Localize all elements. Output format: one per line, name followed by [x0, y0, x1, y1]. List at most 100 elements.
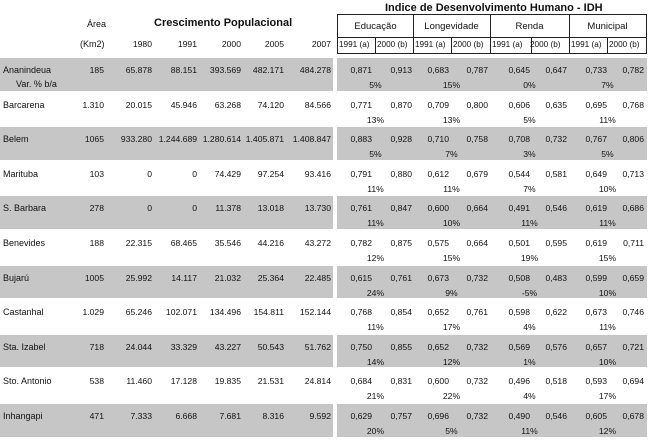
idh-variation: 15%	[598, 253, 617, 263]
idh-value: 0,645	[508, 65, 530, 75]
idh-value: 0,732	[466, 376, 488, 387]
sub-header-2000: 2000 (b)	[609, 40, 640, 49]
idh-value: 0,757	[390, 411, 412, 421]
idh-value: 0,695	[585, 99, 607, 110]
idh-value: 0,787	[466, 65, 488, 75]
population-value: 24.044	[125, 341, 152, 352]
idh-value: 0,490	[508, 411, 530, 421]
population-value: 7.333	[130, 411, 152, 421]
population-value: 1.405.871	[245, 134, 284, 145]
idh-value: 0,649	[585, 168, 607, 179]
idh-value: 0,870	[390, 99, 412, 110]
idh-top-rule	[337, 14, 646, 15]
idh-variation: 11%	[367, 183, 384, 194]
sub-header-2000: 2000 (b)	[530, 40, 561, 49]
area-value: 103	[89, 168, 104, 179]
idh-group-divider	[569, 14, 570, 54]
idh-value: 0,767	[585, 134, 607, 145]
idh-value: 0,483	[545, 272, 567, 283]
population-value: 484.278	[299, 65, 331, 75]
sub-header-2000: 2000 (b)	[453, 40, 484, 49]
idh-group-divider	[646, 14, 647, 54]
area-value: 471	[89, 411, 104, 421]
idh-variation: 11%	[599, 218, 616, 229]
row-band	[337, 404, 647, 437]
municipality-name: Barcarena	[3, 99, 45, 110]
idh-value: 0,771	[350, 99, 372, 110]
variation-label: Var. % b/a	[16, 79, 57, 89]
population-value: 68.465	[170, 238, 197, 248]
idh-value: 0,847	[390, 203, 412, 214]
population-value: 0	[192, 203, 197, 214]
idh-variation: 11%	[443, 183, 460, 194]
population-value: 134.496	[209, 307, 241, 318]
population-value: 45.946	[170, 99, 197, 110]
idh-value: 0,593	[585, 376, 607, 387]
municipality-name: Sto. Antonio	[3, 376, 52, 387]
idh-variation: 15%	[442, 253, 461, 263]
idh-variation: 7%	[445, 149, 458, 160]
idh-value: 0,750	[350, 341, 372, 352]
idh-variation: 0%	[523, 80, 536, 90]
idh-value: 0,595	[545, 238, 567, 248]
idh-variation: -5%	[521, 287, 538, 298]
population-value: 22.485	[304, 272, 331, 283]
idh-value: 0,615	[350, 272, 372, 283]
idh-variation: 19%	[520, 253, 539, 263]
idh-variation: 4%	[523, 391, 536, 402]
population-value: 19.835	[214, 376, 241, 387]
idh-value: 0,683	[427, 65, 449, 75]
idh-group-header: Renda	[515, 21, 544, 32]
idh-value: 0,732	[545, 134, 567, 145]
year-header: 1991	[177, 39, 197, 49]
area-value: 538	[89, 376, 104, 387]
row-band	[337, 58, 647, 91]
population-value: 6.668	[175, 411, 197, 421]
area-value: 188	[89, 238, 104, 248]
population-value: 14.117	[171, 272, 197, 283]
idh-value: 0,875	[390, 238, 412, 248]
population-value: 35.546	[214, 238, 241, 248]
area-value: 718	[89, 341, 104, 352]
population-value: 13.730	[304, 203, 331, 214]
idh-value: 0,880	[390, 168, 412, 179]
idh-value: 0,684	[350, 376, 372, 387]
population-value: 44.216	[257, 238, 284, 248]
population-value: 21.531	[257, 376, 284, 387]
idh-value: 0,518	[545, 376, 567, 387]
idh-value: 0,569	[508, 341, 530, 352]
municipality-name: Belem	[3, 134, 29, 145]
municipality-name: Sta. Izabel	[3, 341, 46, 352]
population-value: 102.071	[165, 307, 197, 318]
idh-value: 0,686	[622, 203, 644, 214]
idh-value: 0,546	[545, 411, 567, 421]
idh-variation: 11%	[521, 426, 538, 436]
area-value: 1.029	[82, 307, 104, 318]
idh-variation: 24%	[366, 287, 385, 298]
idh-value: 0,647	[545, 65, 567, 75]
population-value: 63.268	[214, 99, 241, 110]
population-value: 43.272	[304, 238, 331, 248]
idh-group-divider	[337, 14, 338, 54]
idh-value: 0,652	[427, 307, 449, 318]
idh-value: 0,709	[427, 99, 449, 110]
idh-mid-rule	[337, 37, 646, 38]
area-value: 278	[89, 203, 104, 214]
population-value: 25.992	[125, 272, 152, 283]
population-value: 84.566	[304, 99, 331, 110]
population-value: 933.280	[120, 134, 152, 145]
idh-value: 0,854	[390, 307, 412, 318]
sub-header-1991: 1991 (a)	[571, 40, 602, 49]
idh-value: 0,694	[622, 376, 644, 387]
idh-variation: 12%	[366, 253, 385, 263]
idh-value: 0,605	[585, 411, 607, 421]
population-value: 11.460	[126, 376, 152, 387]
idh-value: 0,928	[390, 134, 412, 145]
sub-header-2000: 2000 (b)	[377, 40, 408, 49]
idh-group-header: Educação	[354, 21, 397, 32]
area-value: 1.310	[82, 99, 104, 110]
population-value: 74.429	[214, 168, 241, 179]
population-value: 152.144	[299, 307, 331, 318]
idh-value: 0,581	[545, 168, 567, 179]
idh-sub-divider	[375, 37, 376, 54]
